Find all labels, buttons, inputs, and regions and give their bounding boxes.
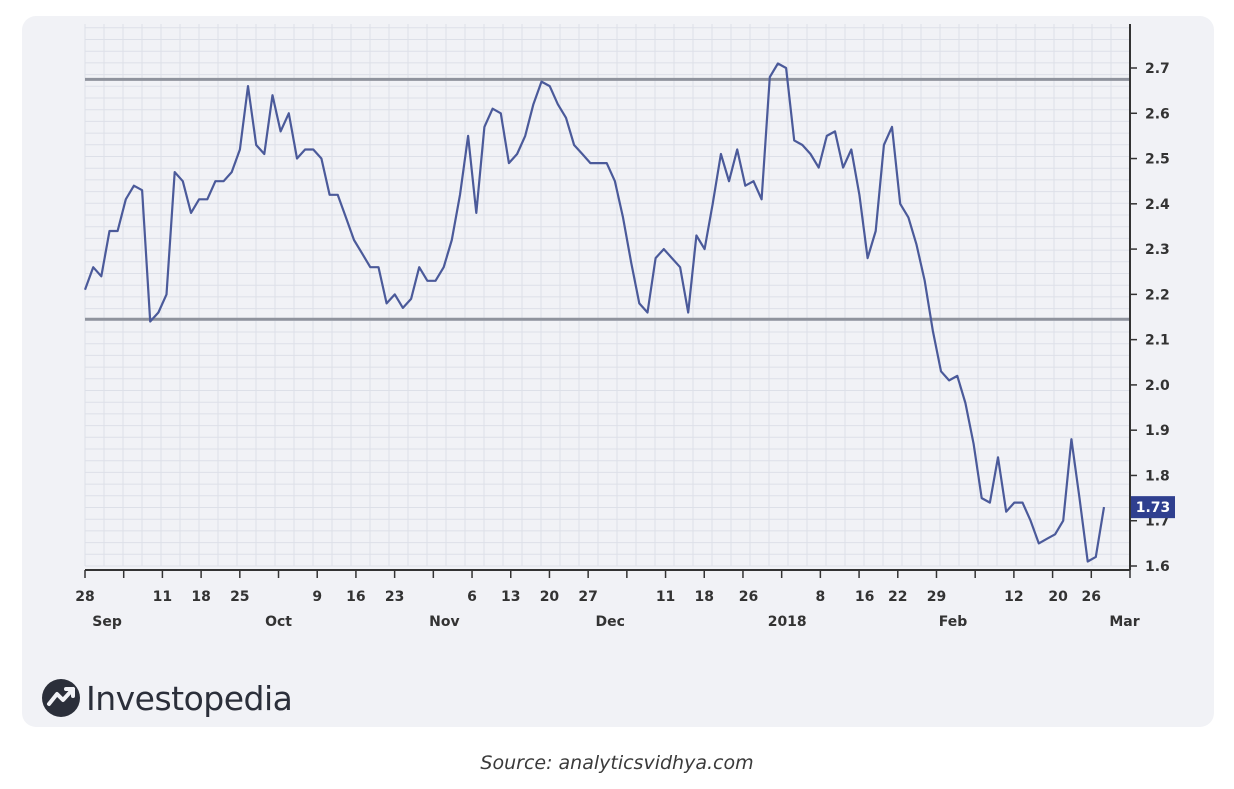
x-month-label: Oct	[265, 614, 292, 630]
y-tick-label: 2.3	[1145, 242, 1170, 258]
x-month-label: Nov	[429, 614, 459, 630]
last-value-badge-label: 1.73	[1136, 500, 1171, 516]
y-tick-label: 1.8	[1145, 468, 1170, 484]
y-tick-label: 2.7	[1145, 61, 1170, 77]
x-month-label: Feb	[939, 614, 968, 630]
chart-card: 1.6 1.7 1.8 1.9 2.0 2.1 2.2 2.3 2.4 2.5 2.6 2.7 28 Se…	[22, 16, 1214, 727]
x-tick-label: 16	[855, 589, 874, 605]
x-tick-label: 25	[230, 589, 249, 605]
x-month-label: Dec	[596, 614, 625, 630]
x-tick-label: 22	[888, 589, 907, 605]
y-tick-label: 2.1	[1145, 333, 1170, 349]
x-tick-label: 27	[578, 589, 597, 605]
brand-logo: Investopedia	[40, 676, 293, 720]
x-tick-label: 20	[1048, 589, 1068, 605]
x-tick-label: 9	[312, 589, 322, 605]
x-tick-label: 11	[153, 589, 172, 605]
x-month-label: 2018	[768, 614, 807, 630]
grid	[84, 24, 1131, 567]
source-caption: Source: analyticsvidhya.com	[480, 752, 754, 774]
last-value-badge	[1131, 496, 1175, 519]
y-tick-label: 2.6	[1145, 106, 1170, 122]
x-tick-label: 8	[815, 589, 825, 605]
x-tick-label: 12	[1004, 589, 1023, 605]
y-tick-label: 2.0	[1145, 378, 1170, 394]
x-tick-label: 13	[501, 589, 520, 605]
x-tick-label: 18	[695, 589, 714, 605]
y-tick-label: 1.6	[1145, 559, 1170, 575]
x-tick-label: 26	[739, 589, 758, 605]
y-tick-label: 1.9	[1145, 423, 1170, 439]
x-tick-label: 11	[656, 589, 675, 605]
y-tick-label: 2.2	[1145, 287, 1170, 303]
x-tick-label: 26	[1082, 589, 1101, 605]
y-tick-label: 2.5	[1145, 152, 1170, 168]
y-tick-label: 2.4	[1145, 197, 1170, 213]
x-tick-label: 28	[75, 589, 94, 605]
x-tick-label: 29	[927, 589, 946, 605]
x-tick-label: 20	[540, 589, 560, 605]
investopedia-logo-icon	[42, 679, 80, 717]
x-month-label: Mar	[1109, 614, 1139, 630]
x-tick-label: 16	[346, 589, 365, 605]
x-tick-label: 6	[467, 589, 477, 605]
x-tick-label: 23	[385, 589, 404, 605]
series-line	[83, 62, 1106, 563]
x-month-label: Sep	[92, 614, 122, 630]
x-tick-label: 18	[191, 589, 210, 605]
brand-name: Investopedia	[86, 678, 293, 718]
line-chart: 1.61.71.81.92.02.12.22.32.42.52.62.728Se…	[75, 24, 1175, 630]
